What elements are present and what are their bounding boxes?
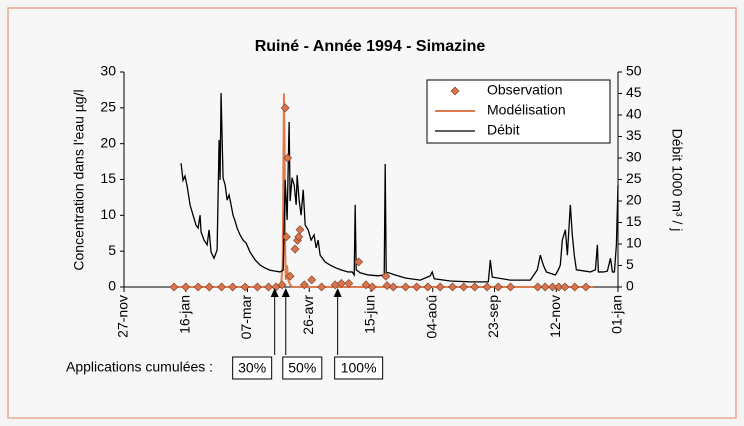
observation-point xyxy=(388,282,398,292)
annotation-label: 100% xyxy=(341,360,377,376)
chart-title: Ruiné - Année 1994 - Simazine xyxy=(255,38,486,55)
observation-point xyxy=(533,282,543,292)
observation-point xyxy=(264,282,273,292)
y2-tick-label: 25 xyxy=(626,170,642,186)
observation-point xyxy=(354,257,364,267)
observation-point xyxy=(548,282,557,292)
observation-point xyxy=(228,282,238,292)
observation-point xyxy=(423,282,433,292)
observation-point xyxy=(295,225,305,235)
x-tick-label: 07-mar xyxy=(238,295,254,340)
observation-point xyxy=(412,282,422,292)
y2-tick-label: 5 xyxy=(626,256,634,272)
observation-point xyxy=(285,271,295,281)
annotation-label: 30% xyxy=(238,360,266,376)
observation-point xyxy=(281,232,291,242)
observation-point xyxy=(435,282,445,292)
observation-point xyxy=(448,282,457,292)
x-tick-label: 15-jun xyxy=(362,295,378,334)
y2-tick-label: 10 xyxy=(626,235,642,251)
observation-point xyxy=(482,282,492,292)
observation-point xyxy=(367,282,377,292)
legend-label: Débit xyxy=(487,122,520,138)
observation-point xyxy=(169,282,179,292)
arrow-head xyxy=(270,288,279,297)
arrow-head xyxy=(333,288,342,297)
observation-point xyxy=(294,232,304,242)
observation-point xyxy=(381,271,391,281)
observation-point xyxy=(570,282,580,292)
observation-point xyxy=(252,282,262,292)
observation-point xyxy=(554,282,564,292)
y-tick-label: 30 xyxy=(100,63,116,79)
y2-tick-label: 45 xyxy=(626,84,642,100)
x-tick-label: 27-nov xyxy=(115,295,131,338)
observation-point xyxy=(280,103,290,113)
y2-tick-label: 15 xyxy=(626,213,642,229)
observation-point xyxy=(493,282,503,292)
observation-point xyxy=(299,280,309,290)
annotation-box xyxy=(334,356,384,380)
legend-label: Observation xyxy=(487,82,562,98)
annotation-box xyxy=(282,356,323,380)
x-tick-label: 23-sep xyxy=(485,295,501,338)
series-line xyxy=(180,93,619,283)
observation-point xyxy=(277,280,287,290)
observation-point xyxy=(401,282,411,292)
observation-point xyxy=(317,282,327,292)
observation-point xyxy=(470,282,480,292)
x-tick-label: 04-aoû xyxy=(423,295,439,339)
annotation-label: 50% xyxy=(288,360,316,376)
observation-point xyxy=(581,282,591,292)
y-tick-label: 20 xyxy=(100,134,116,150)
observation-point xyxy=(217,282,226,292)
y2-tick-label: 50 xyxy=(626,63,642,79)
observation-point xyxy=(344,278,354,288)
observation-point xyxy=(506,282,515,292)
frame xyxy=(7,7,737,419)
y2-tick-label: 20 xyxy=(626,192,642,208)
y-tick-label: 15 xyxy=(100,170,116,186)
y-tick-label: 0 xyxy=(108,278,116,294)
x-tick-label: 01-jan xyxy=(609,295,625,334)
y-axis-label: Concentration dans l'eau µg/l xyxy=(71,89,87,270)
observation-point xyxy=(290,244,300,254)
observation-point xyxy=(204,282,214,292)
observation-point xyxy=(459,282,469,292)
arrow-head xyxy=(281,288,290,297)
x-tick-label: 12-nov xyxy=(547,295,563,338)
y-tick-label: 10 xyxy=(100,206,116,222)
y2-axis-label: Débit 1000 m³ / j xyxy=(669,129,685,232)
x-tick-label: 16-jan xyxy=(176,295,192,334)
legend-marker xyxy=(450,86,460,96)
y2-tick-label: 0 xyxy=(626,278,634,294)
observation-point xyxy=(240,282,250,292)
x-tick-label: 26-avr xyxy=(300,295,316,335)
observation-point xyxy=(193,282,203,292)
y-tick-label: 5 xyxy=(108,242,116,258)
y2-tick-label: 30 xyxy=(626,149,642,165)
observation-point xyxy=(540,282,550,292)
y-tick-label: 25 xyxy=(100,99,116,115)
observation-point xyxy=(283,153,293,163)
annotation-box xyxy=(232,356,273,380)
observation-point xyxy=(382,281,392,290)
y2-tick-label: 40 xyxy=(626,106,642,122)
legend-label: Modélisation xyxy=(487,102,566,118)
annotation-text: Applications cumulées : xyxy=(66,359,213,375)
observation-point xyxy=(307,275,317,285)
observation-point xyxy=(336,278,346,288)
y2-tick-label: 35 xyxy=(626,127,642,143)
observation-point xyxy=(181,282,191,292)
observation-point xyxy=(560,282,570,292)
